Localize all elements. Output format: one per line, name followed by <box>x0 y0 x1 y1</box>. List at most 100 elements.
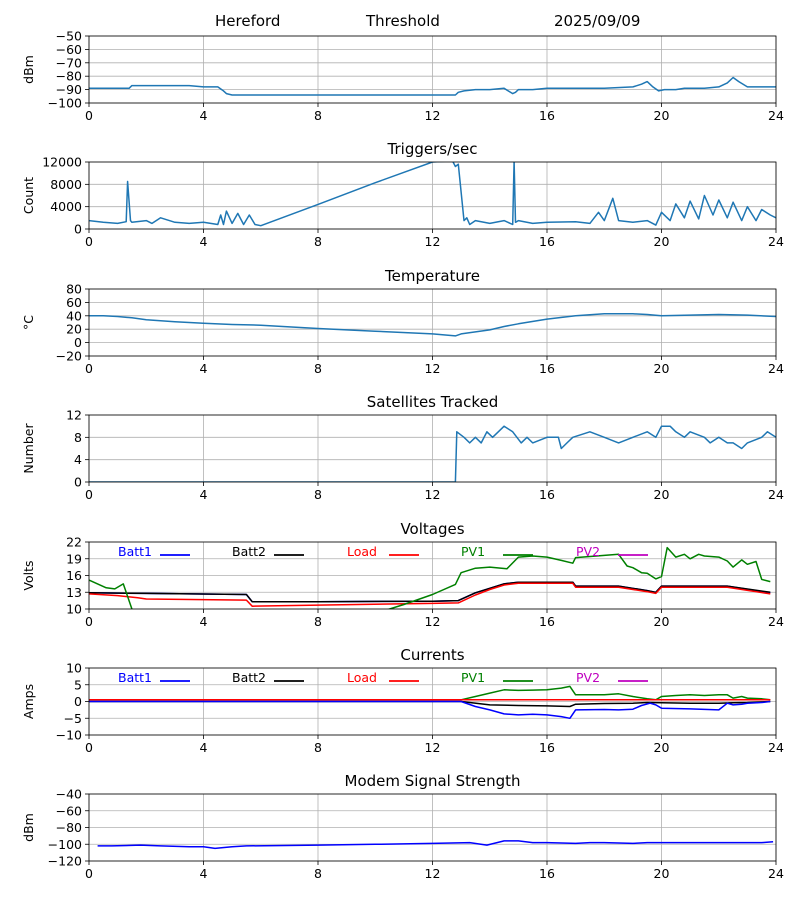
x-tick-label: 0 <box>85 740 93 755</box>
panel-title: Voltages <box>400 520 464 538</box>
y-tick-label: −90 <box>56 82 82 97</box>
x-tick-label: 20 <box>654 614 670 629</box>
x-tick-label: 24 <box>768 361 784 376</box>
x-tick-label: 20 <box>654 487 670 502</box>
x-tick-label: 8 <box>314 614 322 629</box>
x-tick-label: 12 <box>425 487 441 502</box>
y-tick-label: −60 <box>56 803 82 818</box>
y-axis-label: Count <box>21 177 36 214</box>
chart-header: Hereford Threshold 2025/09/09 <box>0 0 800 32</box>
series-line-data <box>89 425 776 482</box>
x-tick-label: 16 <box>539 614 555 629</box>
series-line-load <box>89 582 771 607</box>
panel-2: 0 4 8 12 16 20 24 0 4000 8000 12000 Triggers/sec Cou… <box>21 140 784 249</box>
panel-title: Currents <box>400 646 464 664</box>
x-tick-label: 4 <box>200 740 208 755</box>
x-tick-label: 24 <box>768 866 784 881</box>
y-tick-label: 4 <box>74 452 82 467</box>
x-tick-label: 16 <box>539 234 555 249</box>
y-tick-label: 12000 <box>42 155 82 170</box>
y-tick-label: 4000 <box>50 199 82 214</box>
y-tick-label: 16 <box>66 568 82 583</box>
y-tick-label: −60 <box>56 42 82 57</box>
legend-label-batt1: Batt1 <box>118 670 152 685</box>
x-tick-label: 16 <box>539 361 555 376</box>
panel-title: Temperature <box>384 267 480 285</box>
series-line-data <box>89 162 776 227</box>
x-tick-label: 4 <box>200 614 208 629</box>
x-tick-label: 8 <box>314 487 322 502</box>
x-tick-label: 24 <box>768 234 784 249</box>
legend-label-pv1: PV1 <box>461 544 485 559</box>
x-tick-label: 0 <box>85 361 93 376</box>
panel-7: 0 4 8 12 16 20 24 −120 −100 −80 −60−40 Modem Signal… <box>21 772 784 881</box>
x-tick-label: 4 <box>200 361 208 376</box>
x-tick-label: 20 <box>654 361 670 376</box>
x-tick-label: 0 <box>85 234 93 249</box>
y-tick-label: 0 <box>74 694 82 709</box>
x-tick-label: 24 <box>768 487 784 502</box>
series-line-batt1 <box>89 700 771 720</box>
x-tick-label: 4 <box>200 866 208 881</box>
legend-label-batt2: Batt2 <box>232 544 266 559</box>
y-tick-label: 5 <box>74 677 82 692</box>
y-axis-label: Volts <box>21 560 36 590</box>
x-tick-label: 8 <box>314 361 322 376</box>
y-tick-label: 40 <box>66 308 82 323</box>
x-tick-label: 12 <box>425 108 441 123</box>
x-tick-label: 24 <box>768 614 784 629</box>
x-tick-label: 24 <box>768 108 784 123</box>
y-tick-label: 10 <box>66 602 82 617</box>
legend-label-pv1: PV1 <box>461 670 485 685</box>
legend: Batt1 Batt2 Load PV1 PV2 <box>118 544 648 559</box>
panel-1: 0 4 8 12 16 20 24 −100−90−80−70−60−50 dBm <box>21 29 784 124</box>
y-tick-label: 20 <box>66 322 82 337</box>
x-tick-label: 12 <box>425 361 441 376</box>
panel-title: Modem Signal Strength <box>345 772 521 790</box>
x-tick-label: 24 <box>768 740 784 755</box>
y-tick-label: −80 <box>56 820 82 835</box>
x-tick-label: 20 <box>654 234 670 249</box>
y-tick-label: 12 <box>66 408 82 423</box>
series-line-batt2 <box>89 581 771 603</box>
x-tick-label: 8 <box>314 108 322 123</box>
x-tick-label: 20 <box>654 740 670 755</box>
y-axis-label: °C <box>21 315 36 330</box>
x-tick-label: 12 <box>425 866 441 881</box>
y-axis-label: Number <box>21 423 36 474</box>
x-tick-label: 8 <box>314 740 322 755</box>
x-tick-label: 16 <box>539 866 555 881</box>
x-tick-label: 4 <box>200 487 208 502</box>
legend-label-batt2: Batt2 <box>232 670 266 685</box>
panel-4: 0 4 8 12 16 20 24 0 4 8 12 Satellites Tracked Number <box>21 393 784 502</box>
y-tick-label: −70 <box>56 55 82 70</box>
panel-title: Satellites Tracked <box>367 393 498 411</box>
x-tick-label: 4 <box>200 108 208 123</box>
x-tick-label: 8 <box>314 234 322 249</box>
y-axis-label: dBm <box>21 55 36 84</box>
legend: Batt1 Batt2 Load PV1 PV2 <box>118 670 648 685</box>
y-tick-label: −20 <box>56 349 82 364</box>
y-tick-label: 0 <box>74 335 82 350</box>
x-tick-label: 0 <box>85 614 93 629</box>
x-tick-label: 0 <box>85 108 93 123</box>
x-tick-label: 12 <box>425 234 441 249</box>
x-tick-label: 4 <box>200 234 208 249</box>
x-tick-label: 16 <box>539 108 555 123</box>
y-tick-label: −40 <box>56 787 82 802</box>
legend-label-pv2: PV2 <box>576 544 600 559</box>
x-tick-label: 0 <box>85 866 93 881</box>
panel-title: Triggers/sec <box>387 140 478 158</box>
y-tick-label: −100 <box>48 837 82 852</box>
report-date: 2025/09/09 <box>554 12 641 30</box>
series-line-data <box>89 76 776 96</box>
x-tick-label: 8 <box>314 866 322 881</box>
legend-label-pv2: PV2 <box>576 670 600 685</box>
x-tick-label: 0 <box>85 487 93 502</box>
y-tick-label: −5 <box>64 711 82 726</box>
y-tick-label: −80 <box>56 69 82 84</box>
